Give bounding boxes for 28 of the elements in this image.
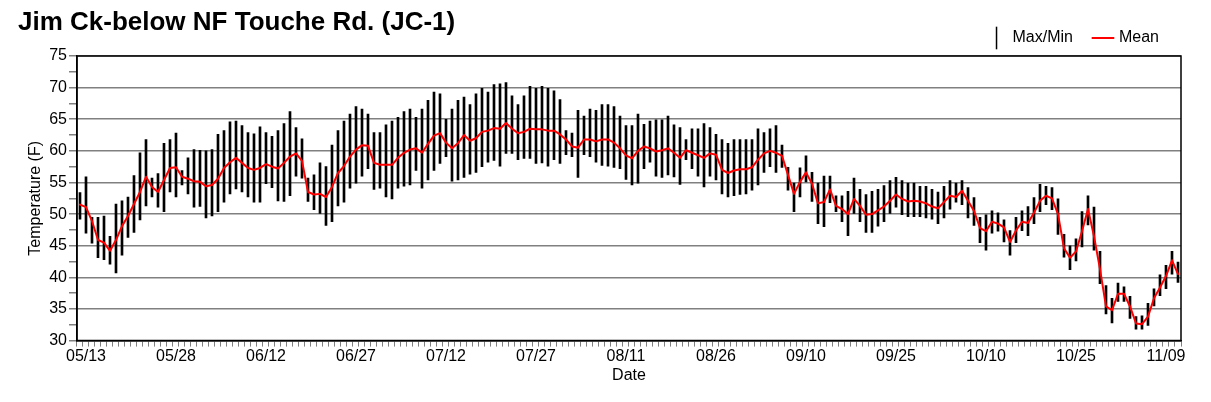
x-tick-label: 06/12 <box>245 346 287 364</box>
x-tick-label: 10/10 <box>965 346 1007 364</box>
x-tick-label: 11/09 <box>1146 346 1186 364</box>
x-tick-label: 05/13 <box>65 346 107 364</box>
x-tick-label: 08/11 <box>606 346 646 364</box>
y-tick-label: 60 <box>49 141 68 159</box>
y-tick-label: 55 <box>49 172 68 190</box>
y-tick-label: 40 <box>49 267 68 285</box>
x-axis-title: Date <box>612 365 646 383</box>
legend-label: Mean <box>1118 28 1160 46</box>
y-axis-title: Temperature (F) <box>26 140 44 256</box>
x-tick-label: 07/12 <box>425 346 467 364</box>
y-tick-label: 65 <box>49 109 68 127</box>
x-tick-label: 09/10 <box>785 346 827 364</box>
y-tick-label: 50 <box>49 204 68 222</box>
y-tick-label: 70 <box>49 78 68 96</box>
chart-title: Jim Ck-below NF Touche Rd. (JC-1) <box>18 6 456 37</box>
x-tick-label: 10/25 <box>1055 346 1097 364</box>
legend-label: Max/Min <box>1012 28 1073 46</box>
y-tick-label: 45 <box>49 236 68 254</box>
x-tick-label: 09/25 <box>875 346 917 364</box>
x-tick-label: 08/26 <box>695 346 737 364</box>
y-tick-label: 75 <box>49 46 68 64</box>
x-tick-label: 07/27 <box>515 346 557 364</box>
y-tick-label: 35 <box>49 299 68 317</box>
x-tick-label: 06/27 <box>335 346 377 364</box>
x-tick-label: 05/28 <box>155 346 197 364</box>
y-tick-label: 30 <box>49 331 68 349</box>
